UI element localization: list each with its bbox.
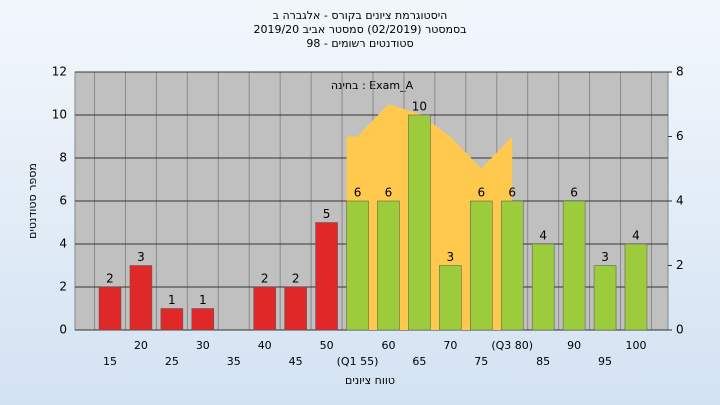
y-tick-label: 12: [52, 65, 67, 79]
x-tick-label: 40: [258, 339, 272, 352]
bar: [377, 200, 400, 331]
value-label: 1: [168, 293, 176, 307]
bar: [129, 265, 153, 331]
x-tick-label: 20: [134, 339, 148, 352]
bar: [191, 308, 215, 331]
bar: [253, 286, 276, 331]
y-tick-label: 4: [59, 237, 67, 251]
bar: [562, 200, 586, 331]
chart-title: היסטוגרמת ציונים בקורס - אלגברה ב: [273, 9, 448, 22]
x-tick-label: 75: [474, 355, 488, 368]
value-label: 2: [292, 272, 300, 286]
x-tick-label: 90: [567, 339, 581, 352]
x-tick-label: 45: [289, 355, 303, 368]
x-axis-label: טווח ציונים: [345, 374, 395, 387]
value-label: 3: [601, 250, 609, 264]
value-label: 6: [508, 186, 516, 200]
value-label: 2: [261, 272, 269, 286]
y-tick-label: 10: [52, 108, 67, 122]
annotation: בחינה : Exam_A: [331, 79, 414, 92]
value-label: 2: [106, 272, 114, 286]
x-tick-label: 35: [227, 355, 241, 368]
x-tick-label: 95: [598, 355, 612, 368]
value-label: 10: [412, 100, 427, 114]
value-label: 3: [137, 250, 145, 264]
value-label: 5: [323, 207, 331, 221]
x-tick-label: 60: [381, 339, 395, 352]
y-tick-label: 6: [59, 194, 67, 208]
x-tick-label: 85: [536, 355, 550, 368]
bar: [160, 308, 184, 331]
y2-tick-label: 6: [676, 129, 684, 143]
x-tick-label: 50: [320, 339, 334, 352]
bar: [408, 114, 431, 331]
value-label: 6: [477, 186, 485, 200]
y-axis-label: מספר סטודנטים: [26, 163, 39, 239]
x-tick-label: (Q1 55): [337, 355, 379, 368]
y2-tick-label: 4: [676, 194, 684, 208]
bar: [470, 200, 493, 331]
x-tick-label: (Q3 80): [491, 339, 533, 352]
x-tick-label: 25: [165, 355, 179, 368]
value-label: 3: [447, 250, 455, 264]
y2-tick-label: 2: [676, 258, 684, 272]
value-label: 6: [385, 186, 393, 200]
value-label: 4: [632, 229, 640, 243]
bar: [531, 243, 555, 331]
y-tick-label: 8: [59, 151, 67, 165]
bar: [593, 265, 617, 331]
value-label: 6: [354, 186, 362, 200]
bar: [500, 200, 524, 331]
value-label: 6: [570, 186, 578, 200]
bar: [98, 286, 122, 331]
y-tick-label: 0: [59, 323, 67, 337]
bar: [624, 243, 648, 331]
x-tick-label: 100: [625, 339, 646, 352]
value-label: 1: [199, 293, 207, 307]
x-tick-label: 65: [412, 355, 426, 368]
y-tick-label: 2: [59, 280, 67, 294]
chart-subtitle: סטודנטים רשומים - 98: [306, 37, 413, 50]
bar: [284, 286, 307, 331]
x-tick-label: 30: [196, 339, 210, 352]
bar: [315, 222, 338, 331]
bar: [439, 265, 462, 331]
bar: [346, 200, 369, 331]
y2-tick-label: 0: [676, 323, 684, 337]
value-label: 4: [539, 229, 547, 243]
x-tick-label: 15: [103, 355, 117, 368]
x-tick-label: 70: [443, 339, 457, 352]
y2-tick-label: 8: [676, 65, 684, 79]
chart-subtitle: בסמסטר (02/2019) סמסטר אביב 2019/20: [253, 23, 466, 36]
